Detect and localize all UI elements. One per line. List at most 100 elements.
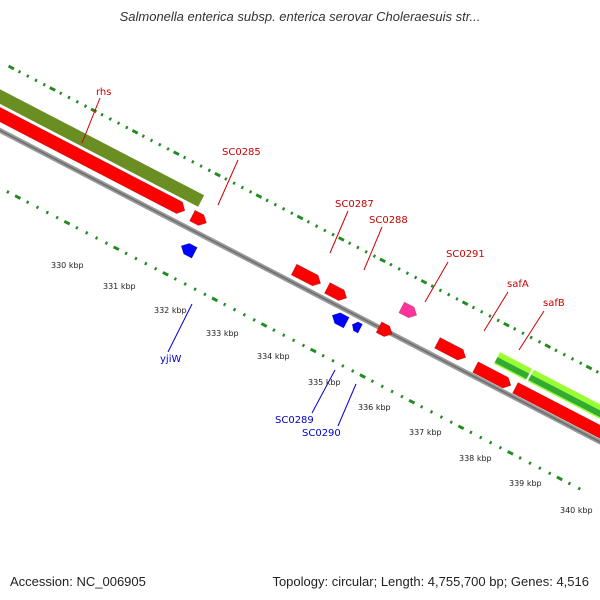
outer-scale-major-tick	[338, 236, 345, 242]
label-sc0289-leader-line	[311, 369, 336, 414]
safA-cds-arrow[interactable]	[434, 337, 469, 362]
yjiW-cds-arrow[interactable]	[178, 241, 198, 259]
outer-scale-minor-tick	[488, 314, 492, 318]
outer-scale-major-tick	[379, 257, 386, 264]
inner-scale-major-tick	[309, 347, 317, 354]
label-yjiw[interactable]: yjiW	[160, 354, 181, 365]
inner-scale-minor-tick	[439, 415, 444, 419]
label-sc0287-leader-line	[329, 210, 349, 254]
scale-label: 332 kbp	[154, 306, 187, 315]
label-sc0288-leader-line	[363, 226, 383, 271]
outer-scale-major-tick	[503, 321, 510, 328]
safB-cds-arrow[interactable]	[472, 361, 514, 391]
outer-scale-minor-tick	[149, 138, 154, 143]
outer-scale-minor-tick	[224, 177, 228, 181]
inner-scale-minor-tick	[528, 461, 532, 465]
inner-scale-minor-tick	[370, 379, 375, 384]
outer-scale-minor-tick	[331, 232, 335, 237]
label-safb-leader-line	[518, 310, 545, 351]
inner-scale-minor-tick	[55, 215, 59, 220]
outer-scale-major-tick	[255, 193, 263, 199]
inner-scale-minor-tick	[341, 364, 345, 368]
outer-scale-minor-tick	[521, 331, 525, 336]
saf-cds-arrow[interactable]	[512, 382, 600, 443]
outer-scale-minor-tick	[125, 125, 129, 130]
outer-scale-minor-tick	[281, 207, 286, 211]
outer-scale-minor-tick	[232, 181, 236, 186]
inner-scale-minor-tick	[518, 456, 522, 460]
inner-scale-minor-tick	[380, 384, 384, 389]
outer-scale-minor-tick	[26, 74, 30, 78]
inner-scale-minor-tick	[469, 430, 473, 435]
sc0291-cds-arrow[interactable]	[398, 301, 420, 320]
label-sc0288[interactable]: SC0288	[369, 215, 408, 226]
outer-scale-minor-tick	[108, 117, 113, 121]
outer-scale-minor-tick	[83, 104, 88, 108]
scale-label: 338 kbp	[459, 454, 492, 463]
inner-scale-minor-tick	[144, 261, 148, 266]
inner-scale-minor-tick	[232, 307, 237, 312]
label-safb[interactable]: safB	[543, 298, 565, 309]
label-sc0285[interactable]: SC0285	[222, 147, 261, 158]
sc0290-cds-arrow[interactable]	[375, 321, 395, 340]
inner-scale-minor-tick	[203, 292, 207, 297]
inner-scale-minor-tick	[173, 277, 177, 281]
label-sc0287[interactable]: SC0287	[335, 199, 374, 210]
outer-scale-minor-tick	[554, 348, 558, 353]
inner-scale-minor-tick	[321, 353, 325, 358]
outer-scale-minor-tick	[67, 95, 71, 100]
sc0287-cds-arrow[interactable]	[290, 263, 323, 288]
outer-scale-minor-tick	[480, 309, 484, 314]
inner-scale-minor-tick	[134, 256, 138, 261]
outer-scale-minor-tick	[446, 292, 451, 297]
label-sc0289[interactable]: SC0289	[275, 415, 314, 426]
inner-scale-major-tick	[556, 475, 563, 482]
outer-scale-major-tick	[544, 343, 552, 349]
inner-scale-minor-tick	[331, 358, 335, 363]
inner-scale-minor-tick	[449, 420, 453, 425]
outer-scale-minor-tick	[570, 357, 575, 361]
scale-label: 337 kbp	[409, 428, 442, 437]
outer-scale-minor-tick	[397, 267, 401, 271]
outer-scale-minor-tick	[207, 168, 211, 173]
outer-scale-minor-tick	[42, 82, 46, 87]
sc0288-cds-arrow[interactable]	[324, 282, 349, 304]
outer-scale-major-tick	[585, 364, 593, 371]
inner-scale-minor-tick	[282, 333, 286, 338]
inner-scale-minor-tick	[479, 435, 483, 440]
inner-scale-minor-tick	[272, 328, 276, 332]
inner-scale-major-tick	[211, 296, 219, 303]
rhs-cds-arrow[interactable]	[0, 103, 188, 216]
label-sc0290[interactable]: SC0290	[302, 428, 341, 439]
label-sc0291-leader-line	[424, 261, 449, 303]
sc0289-cds-arrow[interactable]	[329, 310, 350, 329]
sc0285-cds-arrow[interactable]	[189, 209, 210, 228]
scale-label: 330 kbp	[51, 261, 84, 270]
outer-scale-minor-tick	[562, 352, 566, 357]
outer-scale-minor-tick	[513, 327, 517, 331]
outer-scale-minor-tick	[372, 254, 377, 258]
saf-region-gap	[525, 368, 534, 382]
outer-scale-minor-tick	[182, 155, 187, 160]
outer-scale-minor-tick	[166, 147, 170, 151]
outer-scale-minor-tick	[100, 112, 104, 117]
outer-scale-minor-tick	[348, 241, 352, 246]
inner-scale-minor-tick	[538, 466, 542, 471]
inner-scale-minor-tick	[6, 190, 10, 194]
outer-scale-major-tick	[461, 300, 469, 306]
label-rhs[interactable]: rhs	[96, 87, 111, 98]
outer-scale-major-tick	[172, 150, 180, 156]
outer-scale-minor-tick	[579, 361, 583, 366]
inner-scale-minor-tick	[420, 404, 424, 409]
label-sc0291[interactable]: SC0291	[446, 249, 485, 260]
outer-scale-major-tick	[420, 279, 428, 285]
outer-scale-major-tick	[49, 86, 56, 92]
inner-scale-major-tick	[260, 322, 268, 328]
label-safa[interactable]: safA	[507, 279, 529, 290]
inner-scale-minor-tick	[45, 210, 50, 215]
outer-scale-minor-tick	[537, 339, 542, 344]
sc0290-small-cds-arrow[interactable]	[350, 320, 363, 334]
accession-text: Accession: NC_006905	[10, 574, 146, 589]
outer-scale-minor-tick	[248, 189, 253, 194]
